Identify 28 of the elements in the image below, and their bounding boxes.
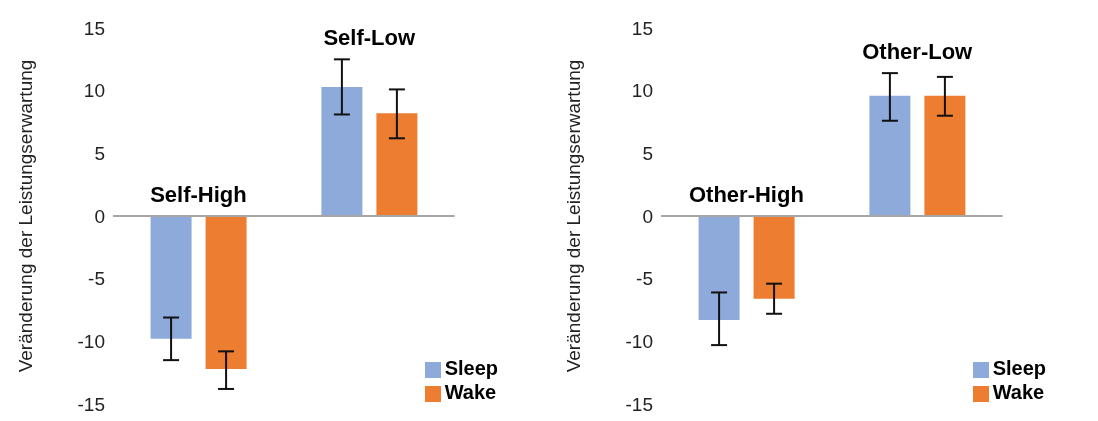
- legend-label: Wake: [992, 381, 1045, 403]
- bar: [376, 113, 418, 216]
- y-tick-label: 10: [631, 80, 653, 102]
- x-tick-label: Self-Low: [323, 25, 416, 51]
- x-tick-label: Other-Low: [862, 39, 974, 65]
- y-tick-label: -15: [77, 393, 105, 415]
- y-tick-label: 5: [642, 143, 653, 165]
- y-tick-label: 15: [631, 17, 653, 39]
- y-tick-label: 15: [83, 17, 105, 39]
- y-tick-label: 0: [94, 205, 105, 227]
- y-tick-label: -15: [625, 393, 653, 415]
- y-tick-label: -10: [77, 331, 105, 353]
- y-axis-title: Veränderung der Leistungserwartung: [14, 59, 36, 373]
- y-tick-label: 5: [94, 143, 105, 165]
- legend-label: Sleep: [992, 357, 1046, 379]
- legend-label: Wake: [444, 381, 497, 403]
- y-axis-title: Veränderung der Leistungserwartung: [562, 59, 584, 373]
- y-tick-label: -10: [625, 331, 653, 353]
- y-tick-label: -5: [636, 268, 653, 290]
- legend-label: Sleep: [444, 357, 498, 379]
- bar: [150, 216, 192, 339]
- y-tick-label: 0: [642, 205, 653, 227]
- bar: [205, 216, 247, 369]
- x-tick-label: Other-High: [688, 182, 804, 207]
- bar: [321, 86, 363, 216]
- y-tick-label: 10: [83, 80, 105, 102]
- y-tick-label: -5: [88, 268, 105, 290]
- x-tick-label: Self-High: [150, 182, 247, 207]
